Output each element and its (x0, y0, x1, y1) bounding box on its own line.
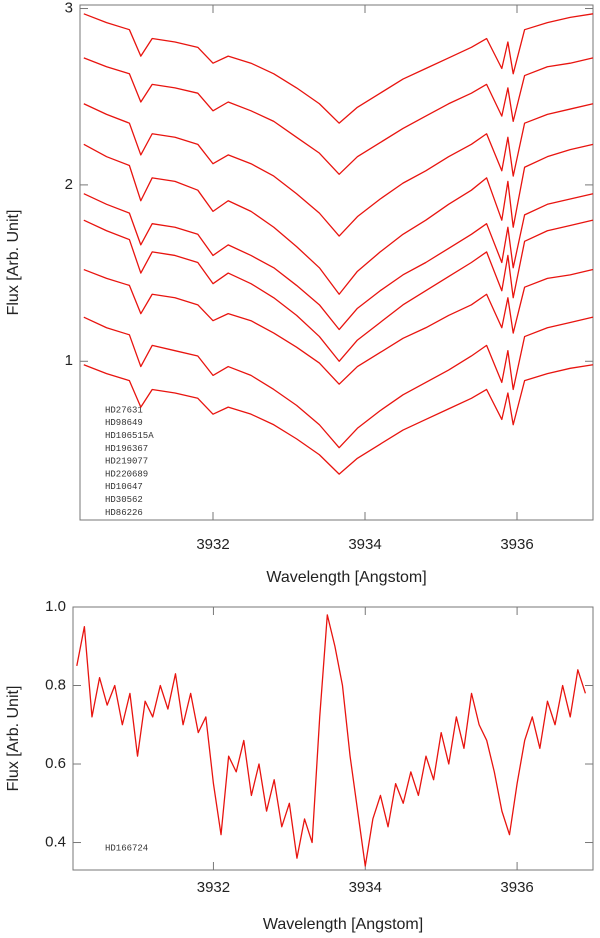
spectrum-line (83, 316, 594, 449)
plot-frame (79, 4, 594, 521)
y-axis-label: Flux [Arb. Unit] (5, 210, 22, 316)
spectrum-line (83, 364, 594, 475)
y-tick-label: 0.8 (45, 676, 66, 693)
x-axis-label: Wavelength [Angstom] (266, 569, 426, 586)
spectrum-line (83, 143, 594, 295)
legend-label: HD86226 (105, 508, 143, 518)
y-tick-label: 3 (65, 0, 73, 16)
spectrum-line (83, 13, 594, 124)
x-tick-label: 3936 (500, 879, 533, 896)
spectrum-line (83, 57, 594, 175)
legend-label: HD10647 (105, 482, 143, 492)
y-tick-label: 0.4 (45, 833, 66, 850)
legend-label: HD98649 (105, 418, 143, 428)
x-tick-label: 3934 (349, 879, 382, 896)
spectrum-line (83, 219, 594, 362)
legend-label: HD30562 (105, 495, 143, 505)
y-tick-label: 0.6 (45, 755, 66, 772)
spectrum-line (76, 614, 587, 867)
x-tick-label: 3932 (196, 536, 229, 553)
x-tick-label: 3936 (500, 536, 533, 553)
legend-label: HD166724 (105, 843, 148, 853)
legend-label: HD106515A (105, 431, 154, 441)
legend-label: HD219077 (105, 457, 148, 467)
plot-frame (72, 606, 594, 871)
spectrum-line (83, 193, 594, 331)
y-tick-label: 2 (65, 176, 73, 193)
y-axis-label: Flux [Arb. Unit] (5, 686, 22, 792)
x-tick-label: 3932 (197, 879, 230, 896)
spectrum-line (83, 103, 594, 237)
legend-label: HD196367 (105, 444, 148, 454)
spectrum-line (83, 268, 594, 385)
x-tick-label: 3934 (348, 536, 381, 553)
x-axis-label: Wavelength [Angstom] (263, 916, 423, 933)
y-tick-label: 1 (65, 352, 73, 369)
legend-label: HD220689 (105, 469, 148, 479)
legend-label: HD27631 (105, 405, 143, 415)
y-tick-label: 1.0 (45, 598, 66, 615)
